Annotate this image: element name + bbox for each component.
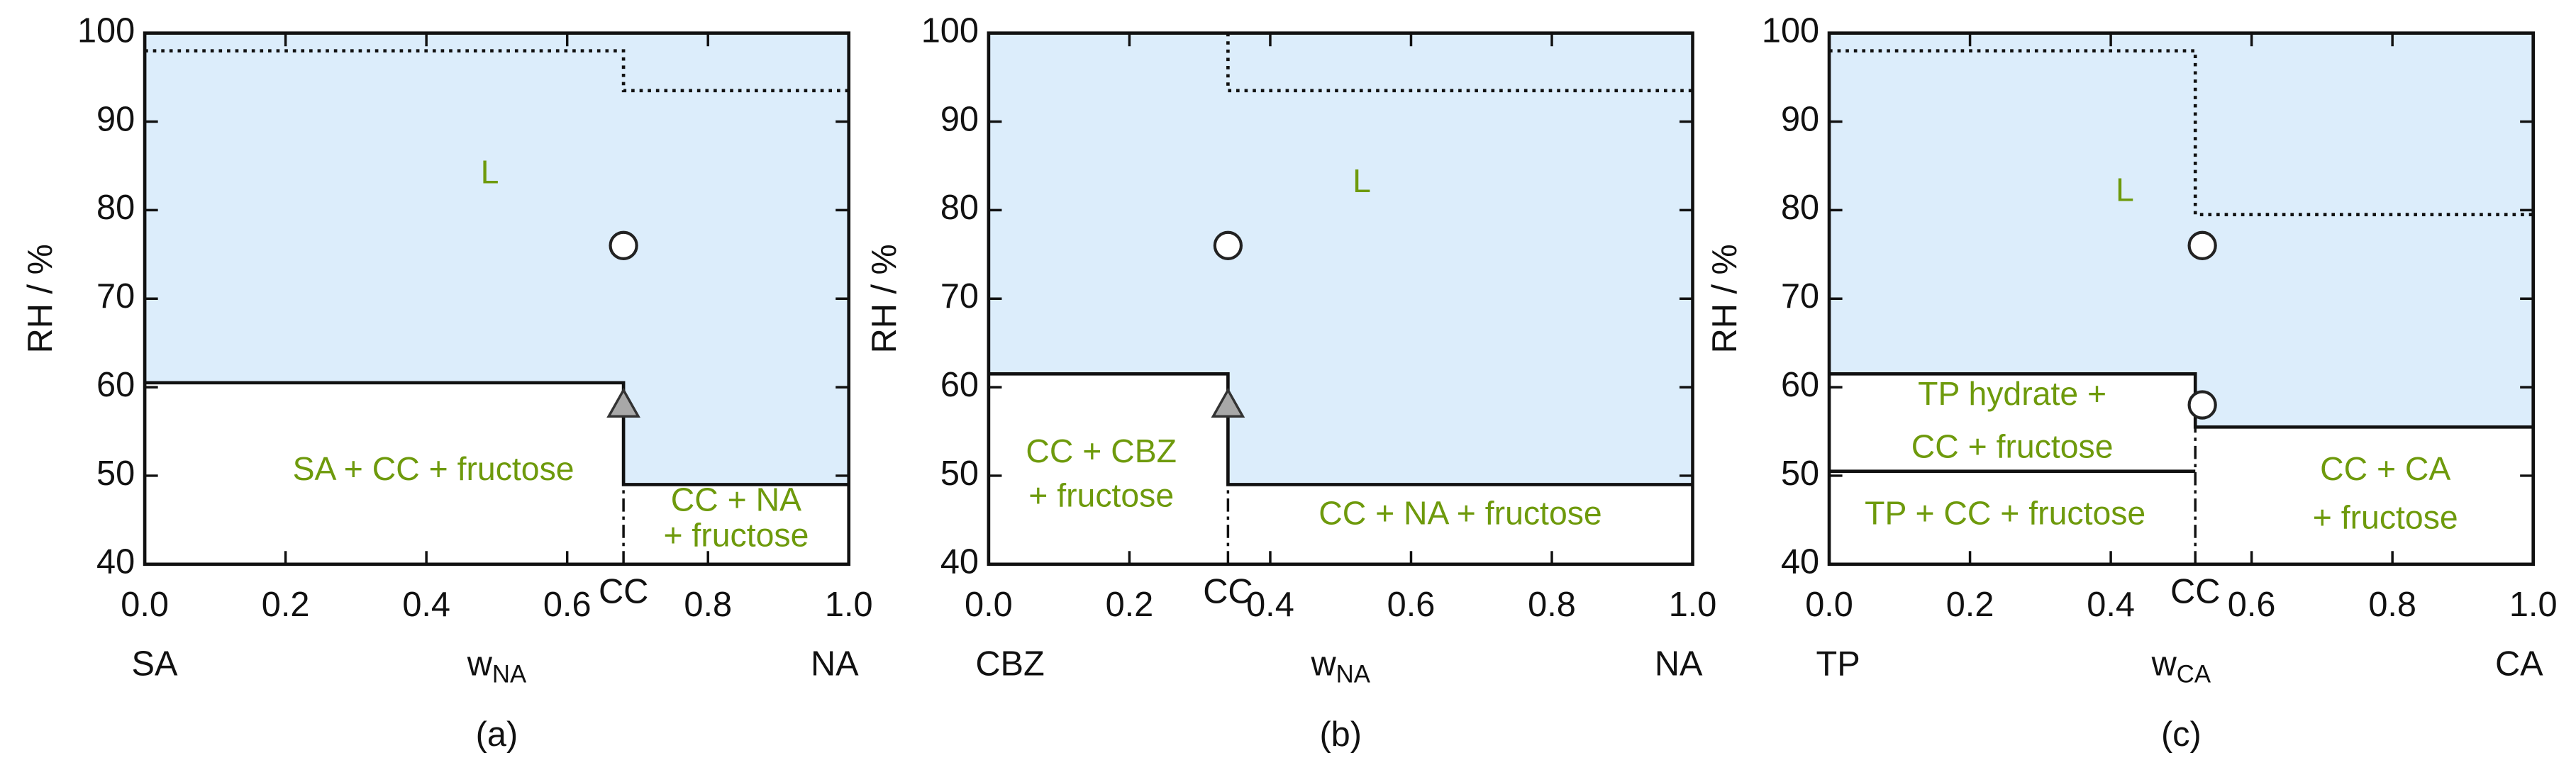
- x-axis-label-main: w: [467, 645, 493, 683]
- y-tick-label: 40: [940, 543, 979, 581]
- triangle-point: [606, 387, 640, 418]
- y-tick-label: 80: [96, 189, 135, 227]
- x-tick-label: 0.4: [2087, 586, 2135, 624]
- panel-caption: (b): [1319, 715, 1362, 754]
- region-label: + fructose: [1028, 476, 1174, 513]
- y-tick-label: 70: [940, 277, 979, 316]
- circle-point: [609, 230, 638, 260]
- panel: 40 50 60 70 80 90 100 0.0 0.2 0.4 0.6 0.8 1.0 L SA + C…: [21, 12, 872, 754]
- phase-boundary: [145, 381, 849, 486]
- x-axis-label-main: w: [1310, 645, 1336, 683]
- x-tick-label: 0.0: [1805, 586, 1853, 624]
- x-tick-label: 1.0: [825, 586, 873, 624]
- region-label: TP + CC + fructose: [1865, 494, 2145, 531]
- y-tick-label: 60: [940, 366, 979, 404]
- region-label: CC + CBZ: [1026, 433, 1177, 469]
- region-label: TP hydrate +: [1918, 375, 2106, 412]
- x-tick-label: 0.4: [402, 586, 450, 624]
- y-tick-label: 80: [1781, 189, 1819, 227]
- left-component: TP: [1816, 645, 1860, 683]
- x-tick-label: 0.8: [2368, 586, 2416, 624]
- x-axis-label: wNA: [467, 645, 527, 688]
- deliquescence-boundary: [1226, 33, 1693, 93]
- x-axis-label: wNA: [1310, 645, 1370, 688]
- right-component: NA: [811, 645, 859, 683]
- y-tick-label: 60: [1781, 366, 1819, 404]
- y-tick-label: 80: [940, 189, 979, 227]
- left-component: SA: [132, 645, 178, 683]
- x-tick-label: 1.0: [1669, 586, 1717, 624]
- phase-boundary: [988, 372, 1693, 486]
- triangle-point: [1211, 387, 1245, 418]
- region-label: CC + fructose: [1911, 428, 2114, 465]
- y-tick-label: 100: [1762, 12, 1819, 50]
- y-tick-label: 100: [77, 12, 135, 50]
- panel: 40 50 60 70 80 90 100 0.0 0.2 0.4 0.6 0.8 1.0 L TP hyd…: [1706, 12, 2557, 754]
- region-label: CC + CA: [2320, 450, 2450, 487]
- x-tick-label: 0.8: [1528, 586, 1576, 624]
- x-tick-label: 0.6: [1387, 586, 1436, 624]
- x-tick-label: 0.2: [1106, 586, 1154, 624]
- y-tick-label: 90: [940, 100, 979, 138]
- y-tick-label: 50: [1781, 454, 1819, 493]
- panel: 40 50 60 70 80 90 100 0.0 0.2 0.4 0.6 0.8 1.0 L CC + C…: [865, 12, 1716, 754]
- region-label: SA + CC + fructose: [293, 450, 574, 487]
- circle-point: [1213, 230, 1243, 260]
- region-label: CC + NA: [671, 481, 801, 518]
- region-label: CC + NA + fructose: [1318, 494, 1602, 531]
- circle-point: [2187, 230, 2217, 260]
- region-label: + fructose: [2313, 499, 2458, 536]
- x-tick-label: 0.0: [121, 586, 169, 624]
- panel-caption: (c): [2161, 715, 2202, 754]
- y-tick-label: 60: [96, 366, 135, 404]
- deliquescence-boundary: [1829, 49, 2533, 216]
- cocrystal-label: CC: [1203, 572, 1253, 610]
- x-tick-label: 0.2: [262, 586, 310, 624]
- liquid-region: [988, 33, 1693, 485]
- deliquescence-boundary: [145, 49, 849, 93]
- region-label: L: [2116, 172, 2134, 208]
- x-axis-label-sub: NA: [492, 662, 527, 688]
- cocrystal-label: CC: [599, 572, 648, 610]
- y-tick-label: 40: [1781, 543, 1819, 581]
- x-tick-label: 0.0: [965, 586, 1013, 624]
- y-tick-label: 50: [940, 454, 979, 493]
- x-tick-label: 0.8: [684, 586, 732, 624]
- y-axis-label: RH / %: [21, 244, 60, 353]
- y-tick-label: 70: [96, 277, 135, 316]
- left-component: CBZ: [975, 645, 1044, 683]
- region-label: + fructose: [663, 517, 809, 554]
- x-axis-label-sub: CA: [2177, 662, 2211, 688]
- circle-point: [2187, 390, 2217, 420]
- x-tick-label: 1.0: [2509, 586, 2558, 624]
- region-label: L: [481, 154, 499, 191]
- cocrystal-label: CC: [2170, 572, 2220, 610]
- y-axis-label: RH / %: [865, 244, 904, 353]
- x-axis-label-main: w: [2151, 645, 2177, 683]
- y-tick-label: 40: [96, 543, 135, 581]
- liquid-region: [145, 33, 849, 485]
- x-axis-label: wCA: [2151, 645, 2211, 688]
- region-label: L: [1353, 162, 1371, 199]
- y-tick-label: 100: [921, 12, 979, 50]
- x-tick-label: 0.6: [2228, 586, 2276, 624]
- y-tick-label: 50: [96, 454, 135, 493]
- y-axis-label: RH / %: [1706, 244, 1744, 353]
- right-component: CA: [2495, 645, 2543, 683]
- y-tick-label: 90: [96, 100, 135, 138]
- panel-caption: (a): [476, 715, 518, 754]
- x-tick-label: 0.6: [543, 586, 592, 624]
- liquid-region: [1829, 33, 2533, 428]
- x-axis-label-sub: NA: [1336, 662, 1371, 688]
- right-component: NA: [1655, 645, 1703, 683]
- x-tick-label: 0.4: [1246, 586, 1294, 624]
- x-tick-label: 0.2: [1946, 586, 1994, 624]
- y-tick-label: 70: [1781, 277, 1819, 316]
- y-tick-label: 90: [1781, 100, 1819, 138]
